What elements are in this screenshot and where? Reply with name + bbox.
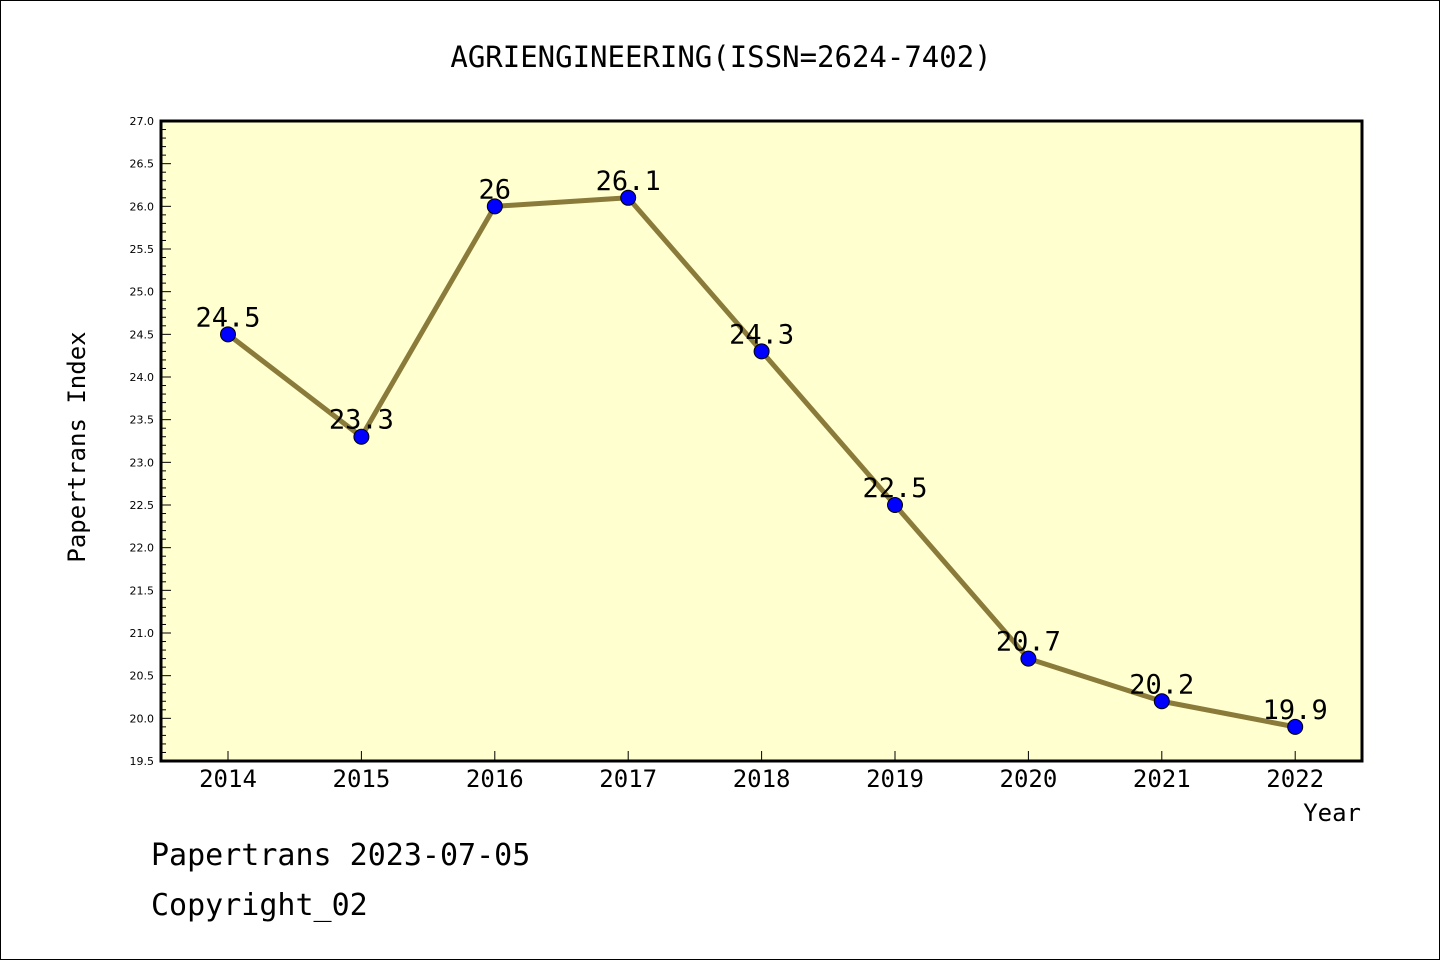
data-labels: 24.5 23.3 26 26.1 24.3 22.5 20.7 20.2 19.9 bbox=[195, 166, 1327, 726]
data-markers bbox=[220, 189, 1304, 735]
data-label: 24.5 bbox=[195, 302, 260, 333]
x-axis-ticks: 2014 2015 2016 2017 2018 2019 2020 2021 2022 bbox=[199, 751, 1324, 793]
y-tick-label: 23.0 bbox=[130, 456, 155, 469]
y-tick-label: 22.0 bbox=[130, 542, 155, 555]
y-tick-label: 24.0 bbox=[130, 371, 155, 384]
data-label: 26 bbox=[479, 174, 512, 205]
y-tick-label: 25.0 bbox=[130, 286, 155, 299]
data-label: 22.5 bbox=[862, 473, 927, 504]
x-tick-label: 2015 bbox=[333, 765, 391, 793]
x-axis-label: Year bbox=[1303, 799, 1361, 827]
data-point bbox=[620, 189, 637, 206]
data-point bbox=[1153, 693, 1170, 710]
footer-copyright: Copyright_02 bbox=[151, 888, 368, 923]
data-point bbox=[753, 343, 770, 360]
x-tick-label: 2019 bbox=[866, 765, 924, 793]
plot-area bbox=[161, 121, 1362, 761]
x-tick-label: 2022 bbox=[1266, 765, 1324, 793]
data-label: 20.2 bbox=[1129, 669, 1194, 700]
data-point bbox=[1287, 718, 1304, 735]
data-label: 26.1 bbox=[596, 166, 661, 197]
x-tick-label: 2020 bbox=[1000, 765, 1058, 793]
data-point bbox=[1020, 650, 1037, 667]
y-tick-label: 21.5 bbox=[130, 584, 155, 597]
data-label: 24.3 bbox=[729, 319, 794, 350]
y-tick-label: 20.0 bbox=[130, 712, 155, 725]
footer-date: Papertrans 2023-07-05 bbox=[151, 838, 530, 873]
x-tick-label: 2016 bbox=[466, 765, 524, 793]
y-tick-label: 26.5 bbox=[130, 158, 155, 171]
x-tick-label: 2018 bbox=[733, 765, 791, 793]
x-tick-label: 2017 bbox=[599, 765, 657, 793]
y-tick-label: 27.0 bbox=[130, 115, 155, 128]
y-tick-label: 26.0 bbox=[130, 200, 155, 213]
y-axis-label: Papertrans Index bbox=[63, 331, 91, 562]
y-tick-label: 20.5 bbox=[130, 670, 155, 683]
y-tick-label: 23.5 bbox=[130, 414, 155, 427]
data-point bbox=[353, 428, 370, 445]
x-tick-label: 2021 bbox=[1133, 765, 1191, 793]
data-label: 20.7 bbox=[996, 627, 1061, 658]
plot-border bbox=[159, 119, 1364, 763]
x-tick-label: 2014 bbox=[199, 765, 257, 793]
data-point bbox=[486, 198, 503, 215]
y-tick-label: 24.5 bbox=[130, 328, 155, 341]
chart-title: AGRIENGINEERING(ISSN=2624-7402) bbox=[450, 40, 991, 74]
data-label: 19.9 bbox=[1263, 695, 1328, 726]
data-label: 23.3 bbox=[329, 405, 394, 436]
data-point bbox=[220, 326, 236, 343]
data-point bbox=[887, 497, 903, 513]
y-tick-label: 21.0 bbox=[130, 627, 155, 640]
y-axis-ticks: 19.5 20.0 20.5 21.0 21.5 22.0 22.5 23.0 23.5 24.0… bbox=[130, 115, 171, 768]
y-tick-label: 25.5 bbox=[130, 243, 155, 256]
y-tick-label: 19.5 bbox=[130, 755, 155, 768]
y-tick-label: 22.5 bbox=[130, 499, 155, 512]
